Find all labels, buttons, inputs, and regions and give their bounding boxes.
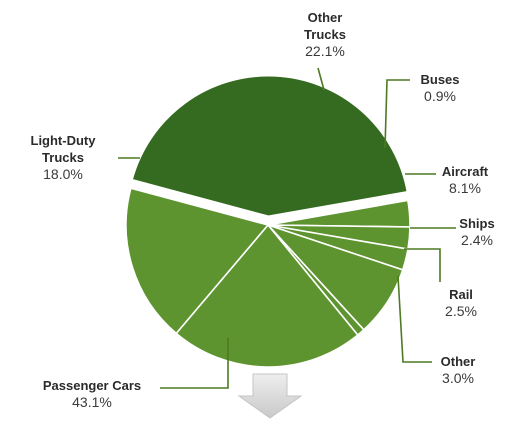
slice-value-ships: 2.4% xyxy=(461,232,493,248)
slice-label-passenger-cars: Passenger Cars 43.1% xyxy=(43,378,141,410)
pie-slice-other-trucks xyxy=(175,224,359,368)
slice-value-other-trucks: 22.1% xyxy=(305,43,345,59)
slice-label-light-duty-trucks: Light-Duty Trucks 18.0% xyxy=(31,133,97,182)
leader-line-buses xyxy=(384,79,410,149)
slice-label-rail: Rail 2.5% xyxy=(445,287,477,319)
leader-line-passenger-cars xyxy=(160,338,229,389)
leader-line-rail xyxy=(404,248,441,282)
slice-label-buses: Buses 0.9% xyxy=(420,72,459,104)
slice-value-buses: 0.9% xyxy=(424,88,456,104)
slice-label-other-trucks: Other Trucks 22.1% xyxy=(304,10,346,59)
slice-value-other: 3.0% xyxy=(442,370,474,386)
slice-value-rail: 2.5% xyxy=(445,303,477,319)
slice-labels: Passenger Cars 43.1% Other 3.0% Rail 2.5% Ship… xyxy=(31,10,495,410)
slice-value-passenger-cars: 43.1% xyxy=(72,394,112,410)
leader-line-other-trucks xyxy=(317,67,325,91)
slice-value-light-duty-trucks: 18.0% xyxy=(43,166,83,182)
leader-lines xyxy=(118,67,456,389)
leader-line-other xyxy=(397,275,432,363)
pie-slices xyxy=(125,73,411,368)
pie-slice-passenger-cars xyxy=(129,73,410,219)
slice-label-ships: Ships 2.4% xyxy=(459,216,494,248)
slice-label-aircraft: Aircraft 8.1% xyxy=(442,164,489,196)
slice-label-other: Other 3.0% xyxy=(441,354,476,386)
pie-slice-light-duty-trucks xyxy=(125,187,269,335)
down-arrow-icon xyxy=(237,373,303,419)
slice-value-aircraft: 8.1% xyxy=(449,180,481,196)
